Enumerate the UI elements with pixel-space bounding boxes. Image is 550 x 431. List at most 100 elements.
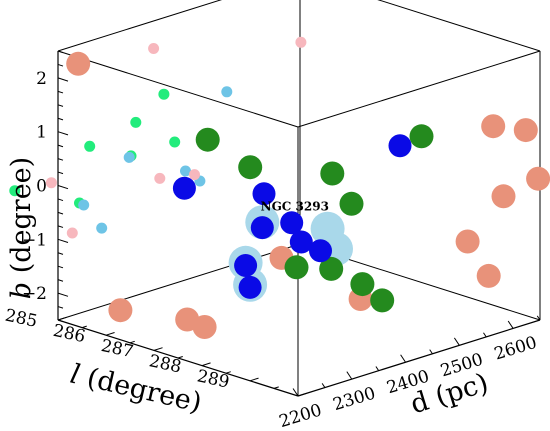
point-blue [234,254,258,277]
point-orange [192,315,217,339]
z-minor-tick [57,252,64,255]
z-minor-tick [57,63,64,67]
point-lightblue [221,86,233,98]
point-blue [289,230,313,254]
z-minor-tick [57,225,64,228]
y-minor-tick [321,383,326,388]
point-lightblue [180,165,191,177]
point-pink [45,177,57,189]
point-orange [66,51,91,76]
z-minor-tick [57,319,64,323]
z-major-tick [57,77,69,82]
box-edge-top-left [57,0,223,52]
point-orange [526,166,550,191]
point-blue [252,182,276,206]
y-major-tick [507,320,514,329]
point-lightblue [78,199,90,211]
z-minor-tick [57,306,64,309]
x-tick-label: 287 [99,336,135,362]
y-axis-title: d (pc) [407,367,492,420]
y-tick-label: 2600 [492,333,539,365]
point-blue [388,134,412,158]
point-pink [189,169,200,181]
point-orange [491,184,516,209]
z-minor-tick [57,158,64,161]
y-minor-tick [483,332,487,338]
x-tick-label: 285 [3,306,39,332]
z-minor-tick [57,90,64,94]
x-tick-label: 288 [147,351,183,377]
box-edge-top-front [57,50,299,128]
z-tick-label: 2 [36,69,47,89]
point-orange [476,263,501,288]
z-major-tick [57,131,69,136]
point-green [195,127,220,152]
z-major-tick [57,238,69,243]
z-minor-tick [57,117,64,121]
z-tick-label: 1 [36,123,47,143]
box-edge-top-right [297,50,541,128]
point-orange [481,114,506,139]
y-minor-tick [429,349,433,355]
point-lightblue [123,151,135,163]
point-pink [154,172,166,184]
point-green [350,272,375,297]
z-minor-tick [57,198,64,202]
box-edge-top-back [377,0,541,52]
z-minor-tick [57,144,64,148]
point-lightblue [96,222,108,234]
z-tick-label: 0 [36,177,47,197]
x-minor-tick [129,340,135,344]
data-points [9,36,550,339]
z-minor-tick [57,211,64,215]
x-minor-tick [273,386,279,389]
x-minor-tick [81,325,87,329]
z-minor-tick [57,279,64,282]
point-blue [309,239,332,263]
x-axis-title: l (degree) [67,359,204,419]
z-major-tick [57,185,69,190]
y-minor-tick [536,315,541,321]
point-green [339,191,364,216]
point-blue [172,176,196,200]
point-spring [130,116,142,128]
z-tick-label: −1 [22,230,47,250]
z-tick-label: −2 [22,284,47,304]
y-major-tick [453,337,460,346]
x-major-tick [105,332,115,336]
point-spring [158,88,170,100]
x-minor-tick [225,371,231,374]
x-major-tick [57,316,67,321]
y-major-tick [292,388,299,397]
point-orange [513,118,538,143]
point-blue [238,275,262,299]
z-minor-tick [57,50,64,54]
z-minor-tick [57,171,64,175]
point-blue [250,216,274,240]
point-pink [66,227,78,239]
y-axis-line [297,319,541,397]
point-orange [108,298,133,323]
point-orange [455,229,480,254]
z-minor-tick [57,265,64,269]
z-axis-ticks: −2 −1 0 1 2 [22,50,69,323]
x-minor-tick [177,356,183,359]
z-minor-tick [57,104,64,107]
z-major-tick [57,292,69,297]
point-green [319,256,344,281]
point-pink [148,43,160,54]
point-green [409,124,434,149]
x-tick-label: 286 [51,321,87,347]
point-green [320,161,345,186]
point-spring [169,136,181,148]
x-major-tick [201,362,211,367]
point-blue [280,211,304,235]
x-major-tick [297,392,307,397]
y-tick-label: 2300 [331,383,378,415]
x-major-tick [153,347,163,351]
y-tick-label: 2200 [277,400,324,431]
point-green [238,155,263,180]
point-pink [295,36,307,48]
